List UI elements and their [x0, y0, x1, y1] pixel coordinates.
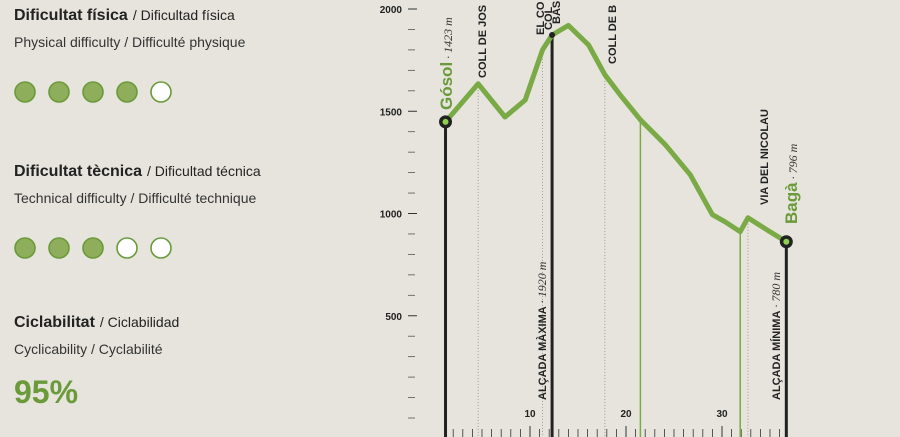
rating-title: Ciclabilitat / Ciclabilidad: [14, 314, 179, 331]
endpoint-center: [442, 118, 449, 125]
rating-title: Dificultat tècnica / Dificultad técnica: [14, 163, 261, 180]
elevation-line: [443, 22, 789, 245]
label-part: Bagà: [782, 182, 801, 224]
label-part: VIA DEL NICOLAU: [759, 109, 771, 205]
elevation-profile: 500 1000 1500 2000 10 20 30 Gósol · 1423 m Bagà · …: [380, 1, 801, 437]
label-part: · 1423 m: [441, 17, 455, 59]
dot-filled: [116, 81, 138, 103]
point-label: COL: [543, 7, 555, 31]
y-tick-label: 500: [385, 312, 402, 323]
endpoint-center: [783, 238, 790, 245]
dot-filled: [14, 237, 36, 259]
label-part: EL CO: [535, 1, 547, 35]
title-alt: / Ciclabilidad: [100, 314, 179, 330]
point-label: BAS: [551, 1, 563, 24]
y-tick-label: 1500: [380, 107, 403, 118]
label-part: · 780 m: [769, 272, 783, 308]
ratings-panel: Dificultat física / Dificultad física Phys…: [14, 7, 261, 410]
label-part: · 1920 m: [535, 261, 549, 303]
dot-empty: [150, 237, 172, 259]
label-part: · 796 m: [786, 143, 800, 179]
label-part: COLL DE JOS: [477, 5, 489, 78]
dot-filled: [48, 81, 70, 103]
title-alt: / Dificultad física: [133, 7, 235, 23]
rating-subtitle: Technical difficulty / Difficulté techni…: [14, 190, 256, 206]
rating-value: 95%: [14, 374, 78, 410]
title: Ciclabilitat: [14, 314, 96, 331]
rating-title: Dificultat física / Dificultad física: [14, 7, 235, 24]
label-part: ALÇADA MÀXIMA: [536, 306, 549, 400]
min-label: ALÇADA MÍNIMA · 780 m: [769, 272, 783, 400]
dot-empty: [116, 237, 138, 259]
dot-filled: [14, 81, 36, 103]
x-tick-label: 30: [716, 409, 728, 420]
title-alt: / Dificultad técnica: [147, 163, 261, 179]
end-label: Bagà · 796 m: [782, 143, 801, 224]
label-part: Gósol: [437, 62, 456, 110]
label-part: ALÇADA MÍNIMA: [770, 311, 783, 400]
y-tick-label: 1000: [380, 210, 403, 221]
dot-empty: [150, 81, 172, 103]
pass-dot: [549, 31, 556, 38]
label-part: COL: [543, 7, 555, 31]
max-label: ALÇADA MÀXIMA · 1920 m: [535, 261, 549, 400]
dot-filled: [48, 237, 70, 259]
point-label: COLL DE JOS: [477, 5, 489, 78]
dot-filled: [82, 81, 104, 103]
point-label: EL CO: [535, 1, 547, 35]
point-label: COLL DE B: [607, 5, 619, 64]
label-part: BAS: [551, 1, 563, 24]
start-label: Gósol · 1423 m: [437, 17, 456, 110]
x-tick-label: 20: [620, 409, 632, 420]
title: Dificultat física: [14, 7, 128, 24]
rating-subtitle: Cyclicability / Cyclabilité: [14, 341, 163, 357]
dot-filled: [82, 237, 104, 259]
rating-subtitle: Physical difficulty / Difficulté physiqu…: [14, 34, 246, 50]
label-part: COLL DE B: [607, 5, 619, 64]
point-label: VIA DEL NICOLAU: [759, 109, 771, 205]
x-tick-label: 10: [524, 409, 536, 420]
y-tick-label: 2000: [380, 5, 403, 16]
title: Dificultat tècnica: [14, 163, 142, 180]
